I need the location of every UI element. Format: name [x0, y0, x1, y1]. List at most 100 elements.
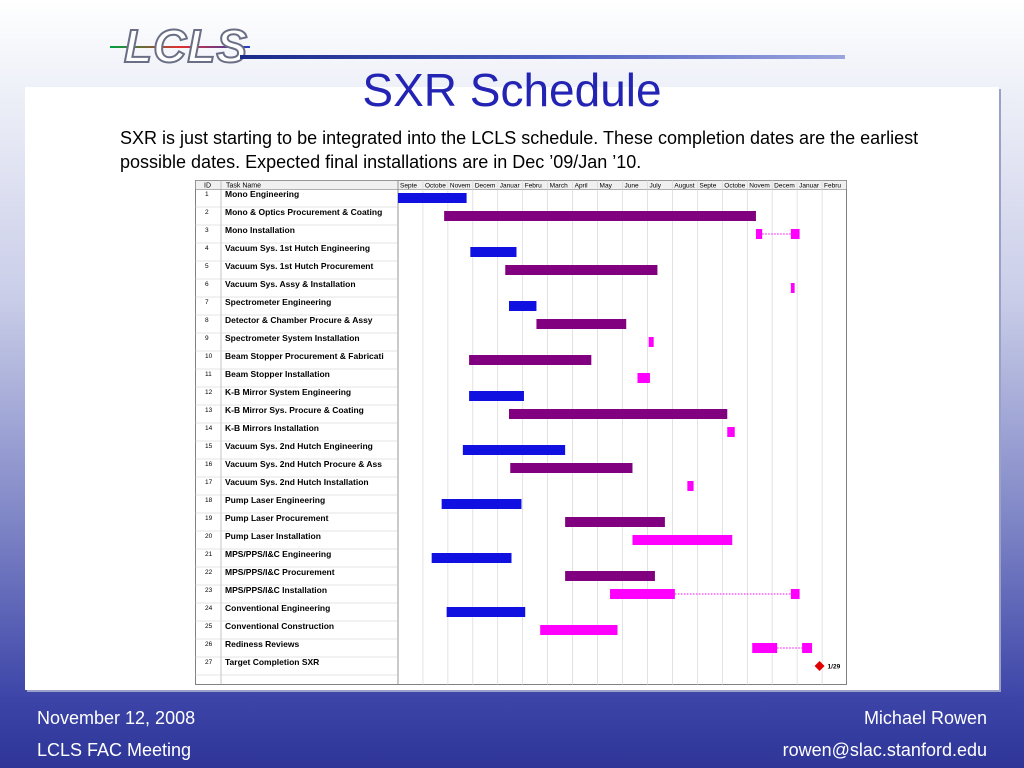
task-bar-procurement: [469, 355, 592, 365]
footer-meeting: LCLS FAC Meeting: [37, 740, 192, 760]
task-id: 18: [205, 497, 213, 504]
task-bar-engineering: [441, 499, 522, 509]
month-label: May: [600, 183, 613, 190]
task-id: 17: [205, 479, 213, 486]
task-name: Conventional Engineering: [225, 603, 330, 613]
task-id: 5: [205, 263, 209, 270]
task-id: 3: [205, 227, 209, 234]
month-label: Octobe: [425, 183, 446, 190]
task-id: 2: [205, 209, 209, 216]
gantt-header: [195, 180, 847, 190]
task-name: Vacuum Sys. Assy & Installation: [225, 279, 356, 289]
task-name: Mono & Optics Procurement & Coating: [225, 207, 382, 217]
task-name: Vacuum Sys. 1st Hutch Procurement: [225, 261, 373, 271]
task-name: Rediness Reviews: [225, 639, 299, 649]
task-id: 9: [205, 335, 209, 342]
task-id: 22: [205, 569, 213, 576]
task-bar-engineering: [509, 301, 537, 311]
task-id: 10: [205, 353, 213, 360]
month-label: July: [649, 183, 661, 190]
task-name: Mono Engineering: [225, 189, 299, 199]
task-bar-installation: [752, 643, 778, 653]
task-name: Vacuum Sys. 1st Hutch Engineering: [225, 243, 370, 253]
month-label: Septe: [699, 183, 716, 190]
task-name: Mono Installation: [225, 225, 295, 235]
task-id: 21: [205, 551, 213, 558]
footer-date: November 12, 2008: [37, 708, 196, 728]
task-name: Conventional Construction: [225, 621, 334, 631]
task-id: 16: [205, 461, 213, 468]
task-name: Vacuum Sys. 2nd Hutch Procure & Ass: [225, 459, 382, 469]
task-id: 14: [205, 425, 213, 432]
footer-email: rowen@slac.stanford.edu: [782, 740, 987, 760]
task-bar-procurement: [444, 211, 756, 221]
task-name: Pump Laser Installation: [225, 531, 321, 541]
task-name: Pump Laser Procurement: [225, 513, 329, 523]
gantt-frame: [195, 180, 847, 685]
task-id: 27: [205, 659, 213, 666]
task-bar-engineering: [446, 607, 526, 617]
task-name: K-B Mirrors Installation: [225, 423, 319, 433]
month-label: Decem: [774, 183, 795, 190]
month-label: March: [550, 183, 568, 190]
task-bar-installation: [755, 229, 763, 239]
task-id: 23: [205, 587, 213, 594]
month-label: Januar: [799, 183, 820, 190]
task-bar-installation: [648, 337, 654, 347]
slide-title: SXR Schedule: [362, 64, 662, 116]
task-bar-procurement: [510, 463, 633, 473]
task-name: Vacuum Sys. 2nd Hutch Installation: [225, 477, 369, 487]
task-id: 19: [205, 515, 213, 522]
task-bar-procurement: [505, 265, 658, 275]
month-label: August: [674, 183, 694, 190]
gantt-chart: ID Task Name Septe Octobe Novem Decem Januar Fe…: [195, 180, 847, 685]
task-name: Pump Laser Engineering: [225, 495, 325, 505]
task-bar-installation: [610, 589, 675, 599]
task-bar-installation: [790, 589, 800, 599]
task-id: 20: [205, 533, 213, 540]
task-name: Spectrometer Engineering: [225, 297, 331, 307]
intro-text: SXR is just starting to be integrated in…: [120, 128, 919, 172]
task-id: 4: [205, 245, 209, 252]
logo-swoosh: [110, 46, 250, 48]
task-bar-installation: [802, 643, 813, 653]
task-id: 13: [205, 407, 213, 414]
month-label: April: [575, 183, 589, 190]
task-name: K-B Mirror System Engineering: [225, 387, 351, 397]
footer-author: Michael Rowen: [863, 708, 987, 728]
task-bar-engineering: [469, 391, 524, 401]
month-label: Septe: [400, 183, 417, 190]
task-name: MPS/PPS/I&C Installation: [225, 585, 327, 595]
task-name: Target Completion SXR: [225, 657, 319, 667]
month-label: Febru: [824, 183, 841, 190]
task-bar-installation: [637, 373, 650, 383]
header-task-name: Task Name: [226, 183, 261, 190]
task-bar-installation: [790, 229, 800, 239]
milestone-diamond: [814, 661, 825, 671]
task-name: Beam Stopper Procurement & Fabricati: [225, 351, 384, 361]
task-id: 26: [205, 641, 213, 648]
task-bar-engineering: [470, 247, 517, 257]
task-bar-installation: [727, 427, 735, 437]
task-id: 6: [205, 281, 209, 288]
task-id: 1: [205, 191, 209, 198]
task-bar-engineering: [462, 445, 566, 455]
task-name: Detector & Chamber Procure & Assy: [225, 315, 373, 325]
lcls-logo: LCLS: [110, 18, 260, 74]
task-id: 11: [205, 371, 212, 378]
title-rule: [240, 55, 845, 59]
task-name: Spectrometer System Installation: [225, 333, 360, 343]
task-name: MPS/PPS/I&C Procurement: [225, 567, 335, 577]
task-name: K-B Mirror Sys. Procure & Coating: [225, 405, 364, 415]
task-bar-procurement: [565, 517, 665, 527]
task-bar-procurement: [565, 571, 655, 581]
task-bar-installation: [540, 625, 618, 635]
month-label: Novem: [749, 183, 770, 190]
task-id: 12: [205, 389, 213, 396]
month-label: Decem: [475, 183, 496, 190]
month-label: Febru: [525, 183, 542, 190]
task-bar-engineering: [431, 553, 512, 563]
task-bar-procurement: [509, 409, 728, 419]
header-id: ID: [204, 183, 211, 190]
task-id: 25: [205, 623, 213, 630]
